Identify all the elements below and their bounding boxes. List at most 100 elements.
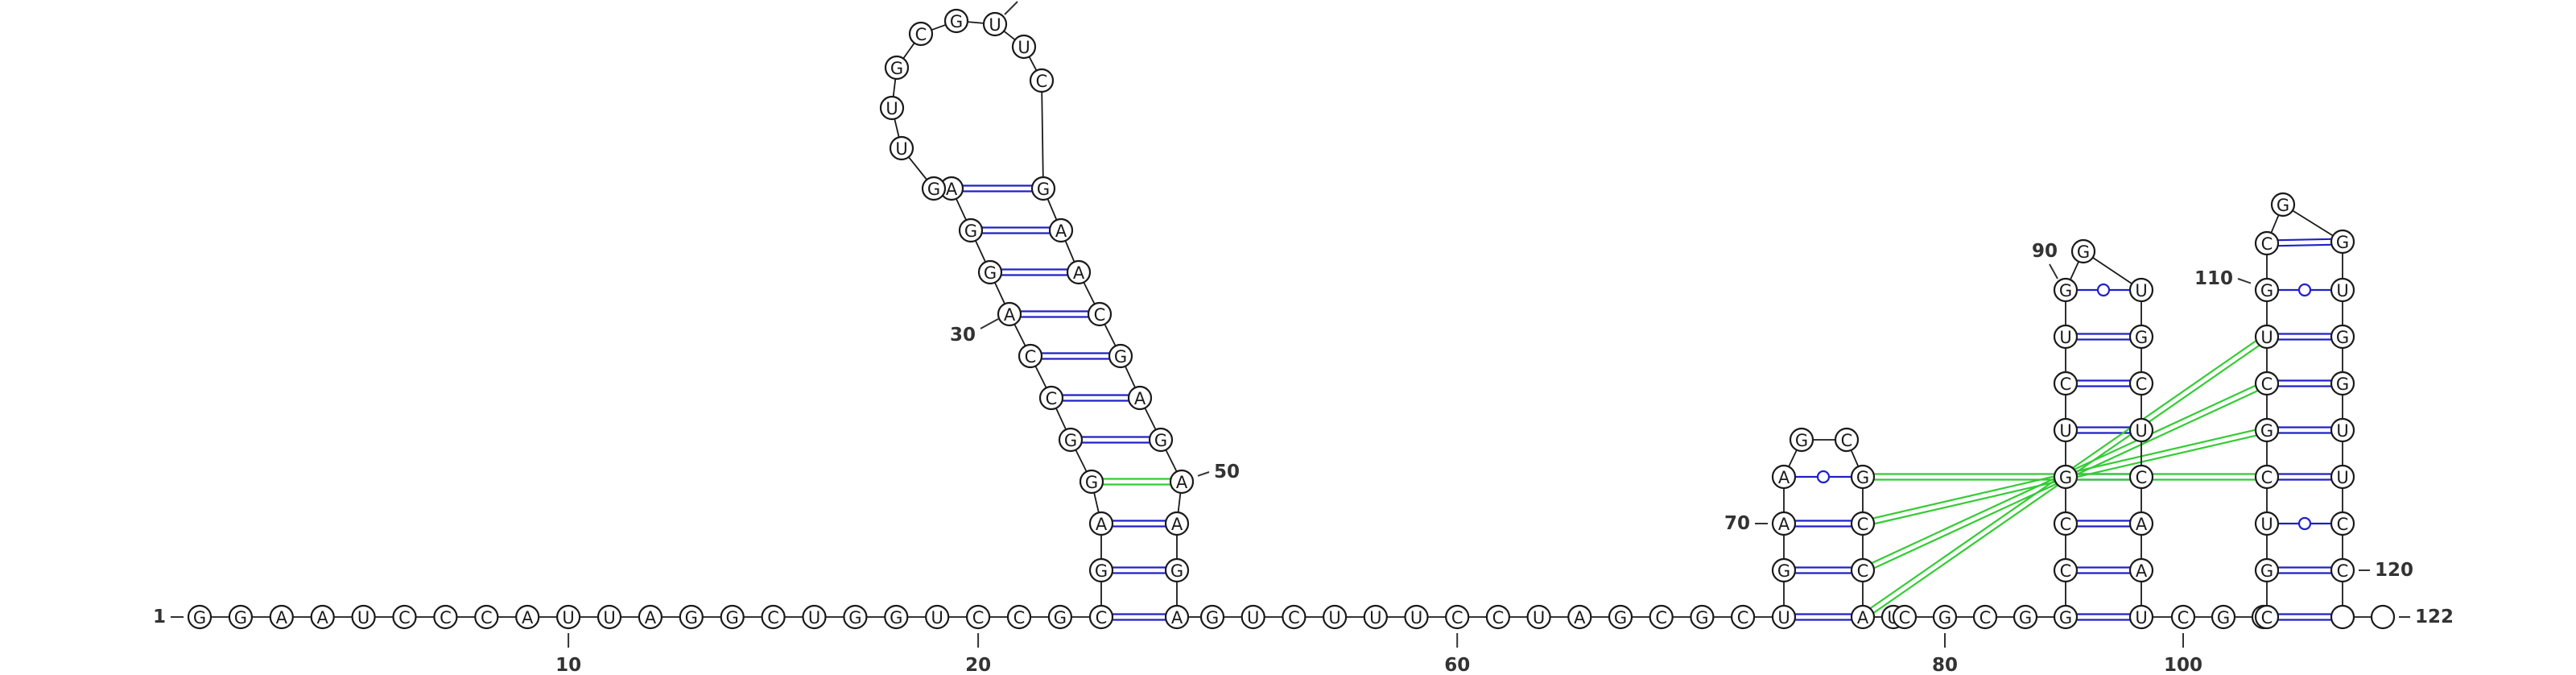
base-pair-layer <box>963 184 2332 621</box>
svg-text:C: C <box>1288 608 1300 627</box>
svg-text:U: U <box>1410 608 1422 627</box>
nucleotide-103: C <box>2254 604 2280 630</box>
svg-text:U: U <box>2336 421 2348 441</box>
position-label-100: 100 <box>2164 633 2202 675</box>
nucleotide-80: G <box>1932 604 1958 630</box>
nucleotide-48: A <box>1127 385 1153 411</box>
nucleotide-95: U <box>2128 417 2154 443</box>
base-pair-canonical <box>982 226 1050 234</box>
nucleotide-89: U <box>2053 324 2079 350</box>
base-pair-canonical <box>2077 520 2130 528</box>
base-pair-canonical <box>1113 613 1166 621</box>
svg-text:G: G <box>2059 608 2072 627</box>
svg-text:G: G <box>984 263 997 283</box>
base-pair-canonical <box>1082 436 1150 444</box>
nucleotide-92: U <box>2128 277 2154 303</box>
backbone-link <box>1028 56 1038 72</box>
backbone-link <box>1144 408 1157 430</box>
base-pair-canonical <box>1795 613 1852 621</box>
backbone-link <box>1083 282 1096 304</box>
svg-text:A: A <box>645 608 657 627</box>
svg-text:U: U <box>1533 608 1545 627</box>
svg-text:U: U <box>886 99 898 118</box>
nucleotide-40: U <box>982 11 1008 37</box>
position-label-110: 110 <box>2194 268 2252 289</box>
svg-text:C: C <box>915 25 927 44</box>
svg-text:C: C <box>1899 608 1911 627</box>
svg-text:G: G <box>2059 468 2072 487</box>
svg-text:G: G <box>890 608 902 627</box>
svg-text:A: A <box>1134 389 1146 408</box>
svg-text:A: A <box>2136 515 2148 534</box>
nucleotide-86: G <box>2053 464 2079 490</box>
nucleotide-29: C <box>1018 343 1043 369</box>
position-label-30: 30 <box>950 318 999 346</box>
nucleotide-121 <box>2330 604 2355 630</box>
svg-text:G: G <box>1085 473 1098 492</box>
nucleotide-36: U <box>879 95 905 121</box>
base-pair-canonical <box>2278 473 2331 481</box>
svg-text:G: G <box>1064 431 1077 450</box>
svg-text:C: C <box>398 608 411 627</box>
nucleotide-101: G <box>2211 604 2236 630</box>
base-pair-canonical <box>1021 310 1088 318</box>
svg-text:10: 10 <box>555 655 581 675</box>
position-label-122: 122 <box>2399 607 2454 627</box>
nucleotide-34: G <box>921 176 947 201</box>
svg-text:A: A <box>1857 608 1869 627</box>
svg-text:C: C <box>1025 347 1037 366</box>
nucleotide-38: C <box>908 21 934 47</box>
nucleotide-47: G <box>1108 343 1133 369</box>
nucleotide-79: C <box>1892 604 1918 630</box>
svg-text:C: C <box>2136 468 2148 487</box>
nucleotide-52: G <box>1164 557 1190 583</box>
svg-text:G: G <box>1114 347 1127 366</box>
svg-text:G: G <box>2336 233 2349 252</box>
position-label-20: 20 <box>965 633 991 675</box>
nucleotide-15: C <box>761 604 786 630</box>
base-pair-canonical <box>963 184 1032 193</box>
nucleotide-81: C <box>1972 604 1998 630</box>
base-pair-wobble <box>2278 283 2331 297</box>
svg-text:U: U <box>2059 421 2071 441</box>
svg-text:G: G <box>848 608 861 627</box>
nucleotide-112: G <box>2270 192 2296 217</box>
svg-text:G: G <box>1614 608 1627 627</box>
position-label-120: 120 <box>2359 560 2413 581</box>
position-label-1: 1 <box>153 607 184 627</box>
nucleotide-96: C <box>2128 464 2154 490</box>
nucleotide-60: C <box>1445 604 1470 630</box>
svg-text:C: C <box>1013 608 1026 627</box>
svg-text:U: U <box>1018 38 1030 57</box>
nucleotide-35: U <box>889 135 914 161</box>
svg-text:G: G <box>950 12 963 31</box>
svg-text:G: G <box>964 222 977 241</box>
backbone-link <box>2292 209 2334 237</box>
nucleotide-91: G <box>2070 238 2096 264</box>
nucleotide-99: U <box>2128 604 2154 630</box>
nucleotide-8: C <box>474 604 499 630</box>
svg-text:C: C <box>1737 608 1749 627</box>
svg-text:C: C <box>440 608 452 627</box>
svg-text:G: G <box>927 180 940 199</box>
svg-text:20: 20 <box>965 655 991 675</box>
svg-text:U: U <box>1328 608 1340 627</box>
svg-text:G: G <box>1777 561 1790 581</box>
base-pair-canonical <box>1795 566 1852 574</box>
nucleotide-27: G <box>1058 427 1084 453</box>
nucleotide-22: G <box>1047 604 1073 630</box>
svg-text:60: 60 <box>1444 655 1470 675</box>
nucleotide-88: C <box>2053 371 2079 396</box>
nucleotide-18: G <box>884 604 909 630</box>
svg-text:1: 1 <box>153 607 166 627</box>
position-label-60: 60 <box>1444 633 1470 675</box>
nucleotide-64: G <box>1608 604 1633 630</box>
backbone-link <box>1003 30 1016 41</box>
nucleotide-11: U <box>597 604 622 630</box>
base-pair-canonical <box>1795 520 1852 528</box>
svg-text:U: U <box>562 608 574 627</box>
nucleotide-19: U <box>925 604 950 630</box>
nucleotide-51: A <box>1164 511 1190 536</box>
svg-text:U: U <box>1369 608 1381 627</box>
